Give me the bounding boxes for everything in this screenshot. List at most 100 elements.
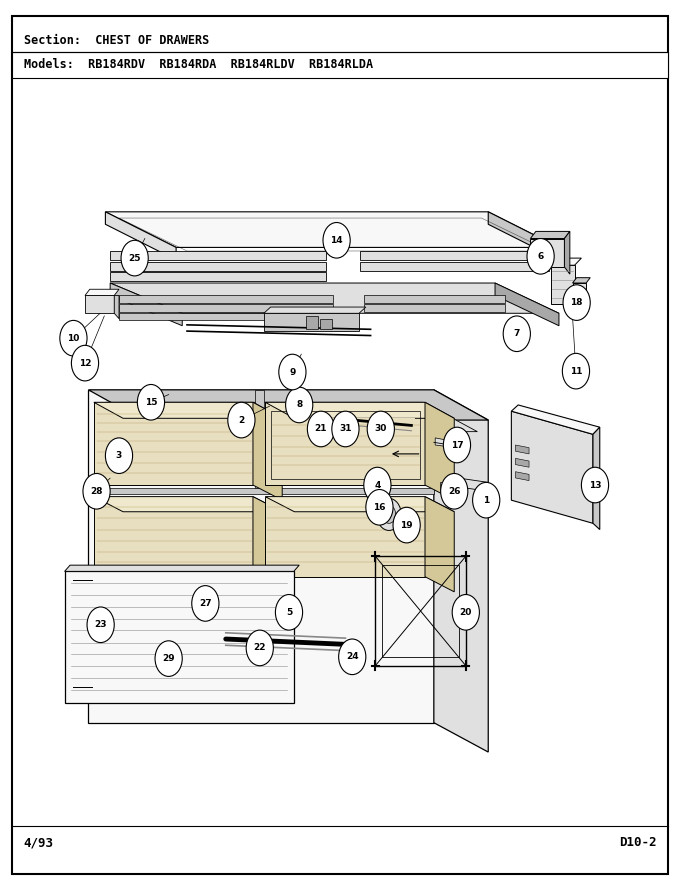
Polygon shape [360,262,549,271]
Circle shape [364,467,391,503]
Circle shape [137,384,165,420]
Polygon shape [94,402,282,418]
Circle shape [246,630,273,666]
Text: D10-2: D10-2 [619,837,656,849]
Circle shape [366,490,393,525]
Polygon shape [94,497,253,577]
Text: 13: 13 [589,481,601,490]
Text: 25: 25 [129,254,141,263]
Circle shape [286,387,313,423]
Polygon shape [265,402,425,485]
Polygon shape [530,231,570,239]
Polygon shape [435,438,449,447]
Circle shape [121,240,148,276]
Polygon shape [85,295,114,313]
Polygon shape [320,319,332,329]
Text: 10: 10 [67,334,80,343]
Text: 4/93: 4/93 [24,837,54,849]
Polygon shape [515,445,529,454]
Polygon shape [530,239,564,267]
Text: Section:  CHEST OF DRAWERS: Section: CHEST OF DRAWERS [24,34,209,46]
Circle shape [452,595,479,630]
Text: 11: 11 [570,367,582,376]
Text: 16: 16 [373,503,386,512]
Polygon shape [515,472,529,481]
Circle shape [562,353,590,389]
Polygon shape [85,289,119,295]
Polygon shape [119,295,333,303]
Text: 18: 18 [571,298,583,307]
Polygon shape [264,313,359,331]
Circle shape [332,411,359,447]
Text: 3: 3 [116,451,122,460]
Polygon shape [119,304,333,311]
Polygon shape [495,283,559,326]
Polygon shape [573,278,590,283]
Circle shape [228,402,255,438]
Circle shape [527,239,554,274]
Circle shape [367,411,394,447]
Polygon shape [264,307,366,313]
Text: 7: 7 [513,329,520,338]
Text: 8: 8 [296,400,303,409]
Polygon shape [110,283,182,326]
Polygon shape [573,283,586,298]
Polygon shape [515,458,529,467]
Polygon shape [65,571,294,703]
Bar [12,52,668,78]
Polygon shape [488,212,559,260]
Circle shape [503,316,530,352]
Text: 21: 21 [315,425,327,433]
Circle shape [307,411,335,447]
Circle shape [279,354,306,390]
Polygon shape [551,258,581,265]
Polygon shape [425,402,454,500]
Text: 30: 30 [375,425,387,433]
Polygon shape [364,304,505,311]
Polygon shape [94,402,253,485]
Circle shape [382,506,396,523]
Polygon shape [306,316,318,329]
Polygon shape [265,497,454,512]
Text: Models:  RB184RDV  RB184RDA  RB184RLDV  RB184RLDA: Models: RB184RDV RB184RDA RB184RLDV RB18… [24,59,373,71]
Polygon shape [360,251,549,260]
Circle shape [323,222,350,258]
Text: 28: 28 [90,487,103,496]
Text: 1: 1 [483,496,490,505]
Circle shape [473,482,500,518]
Circle shape [192,586,219,621]
Polygon shape [253,497,282,592]
Text: 29: 29 [163,654,175,663]
Circle shape [105,438,133,473]
Polygon shape [551,265,575,304]
Polygon shape [88,488,434,494]
Polygon shape [105,212,176,260]
Polygon shape [114,295,119,319]
Circle shape [563,285,590,320]
Polygon shape [65,565,299,571]
Circle shape [71,345,99,381]
Polygon shape [464,479,488,491]
Circle shape [393,507,420,543]
Text: 14: 14 [330,236,343,245]
Text: 4: 4 [374,481,381,490]
Circle shape [60,320,87,356]
Polygon shape [511,405,600,434]
Circle shape [155,641,182,676]
Polygon shape [110,251,326,260]
Polygon shape [255,390,264,488]
Circle shape [83,473,110,509]
Polygon shape [441,482,457,494]
Polygon shape [88,390,434,723]
Circle shape [87,607,114,643]
Polygon shape [275,418,415,473]
Text: 2: 2 [238,416,245,425]
Polygon shape [434,390,488,752]
Text: 22: 22 [254,643,266,652]
Polygon shape [105,402,477,432]
Polygon shape [110,262,326,271]
Text: 17: 17 [451,441,463,449]
Polygon shape [564,231,570,274]
Polygon shape [105,212,559,247]
Polygon shape [593,427,600,530]
